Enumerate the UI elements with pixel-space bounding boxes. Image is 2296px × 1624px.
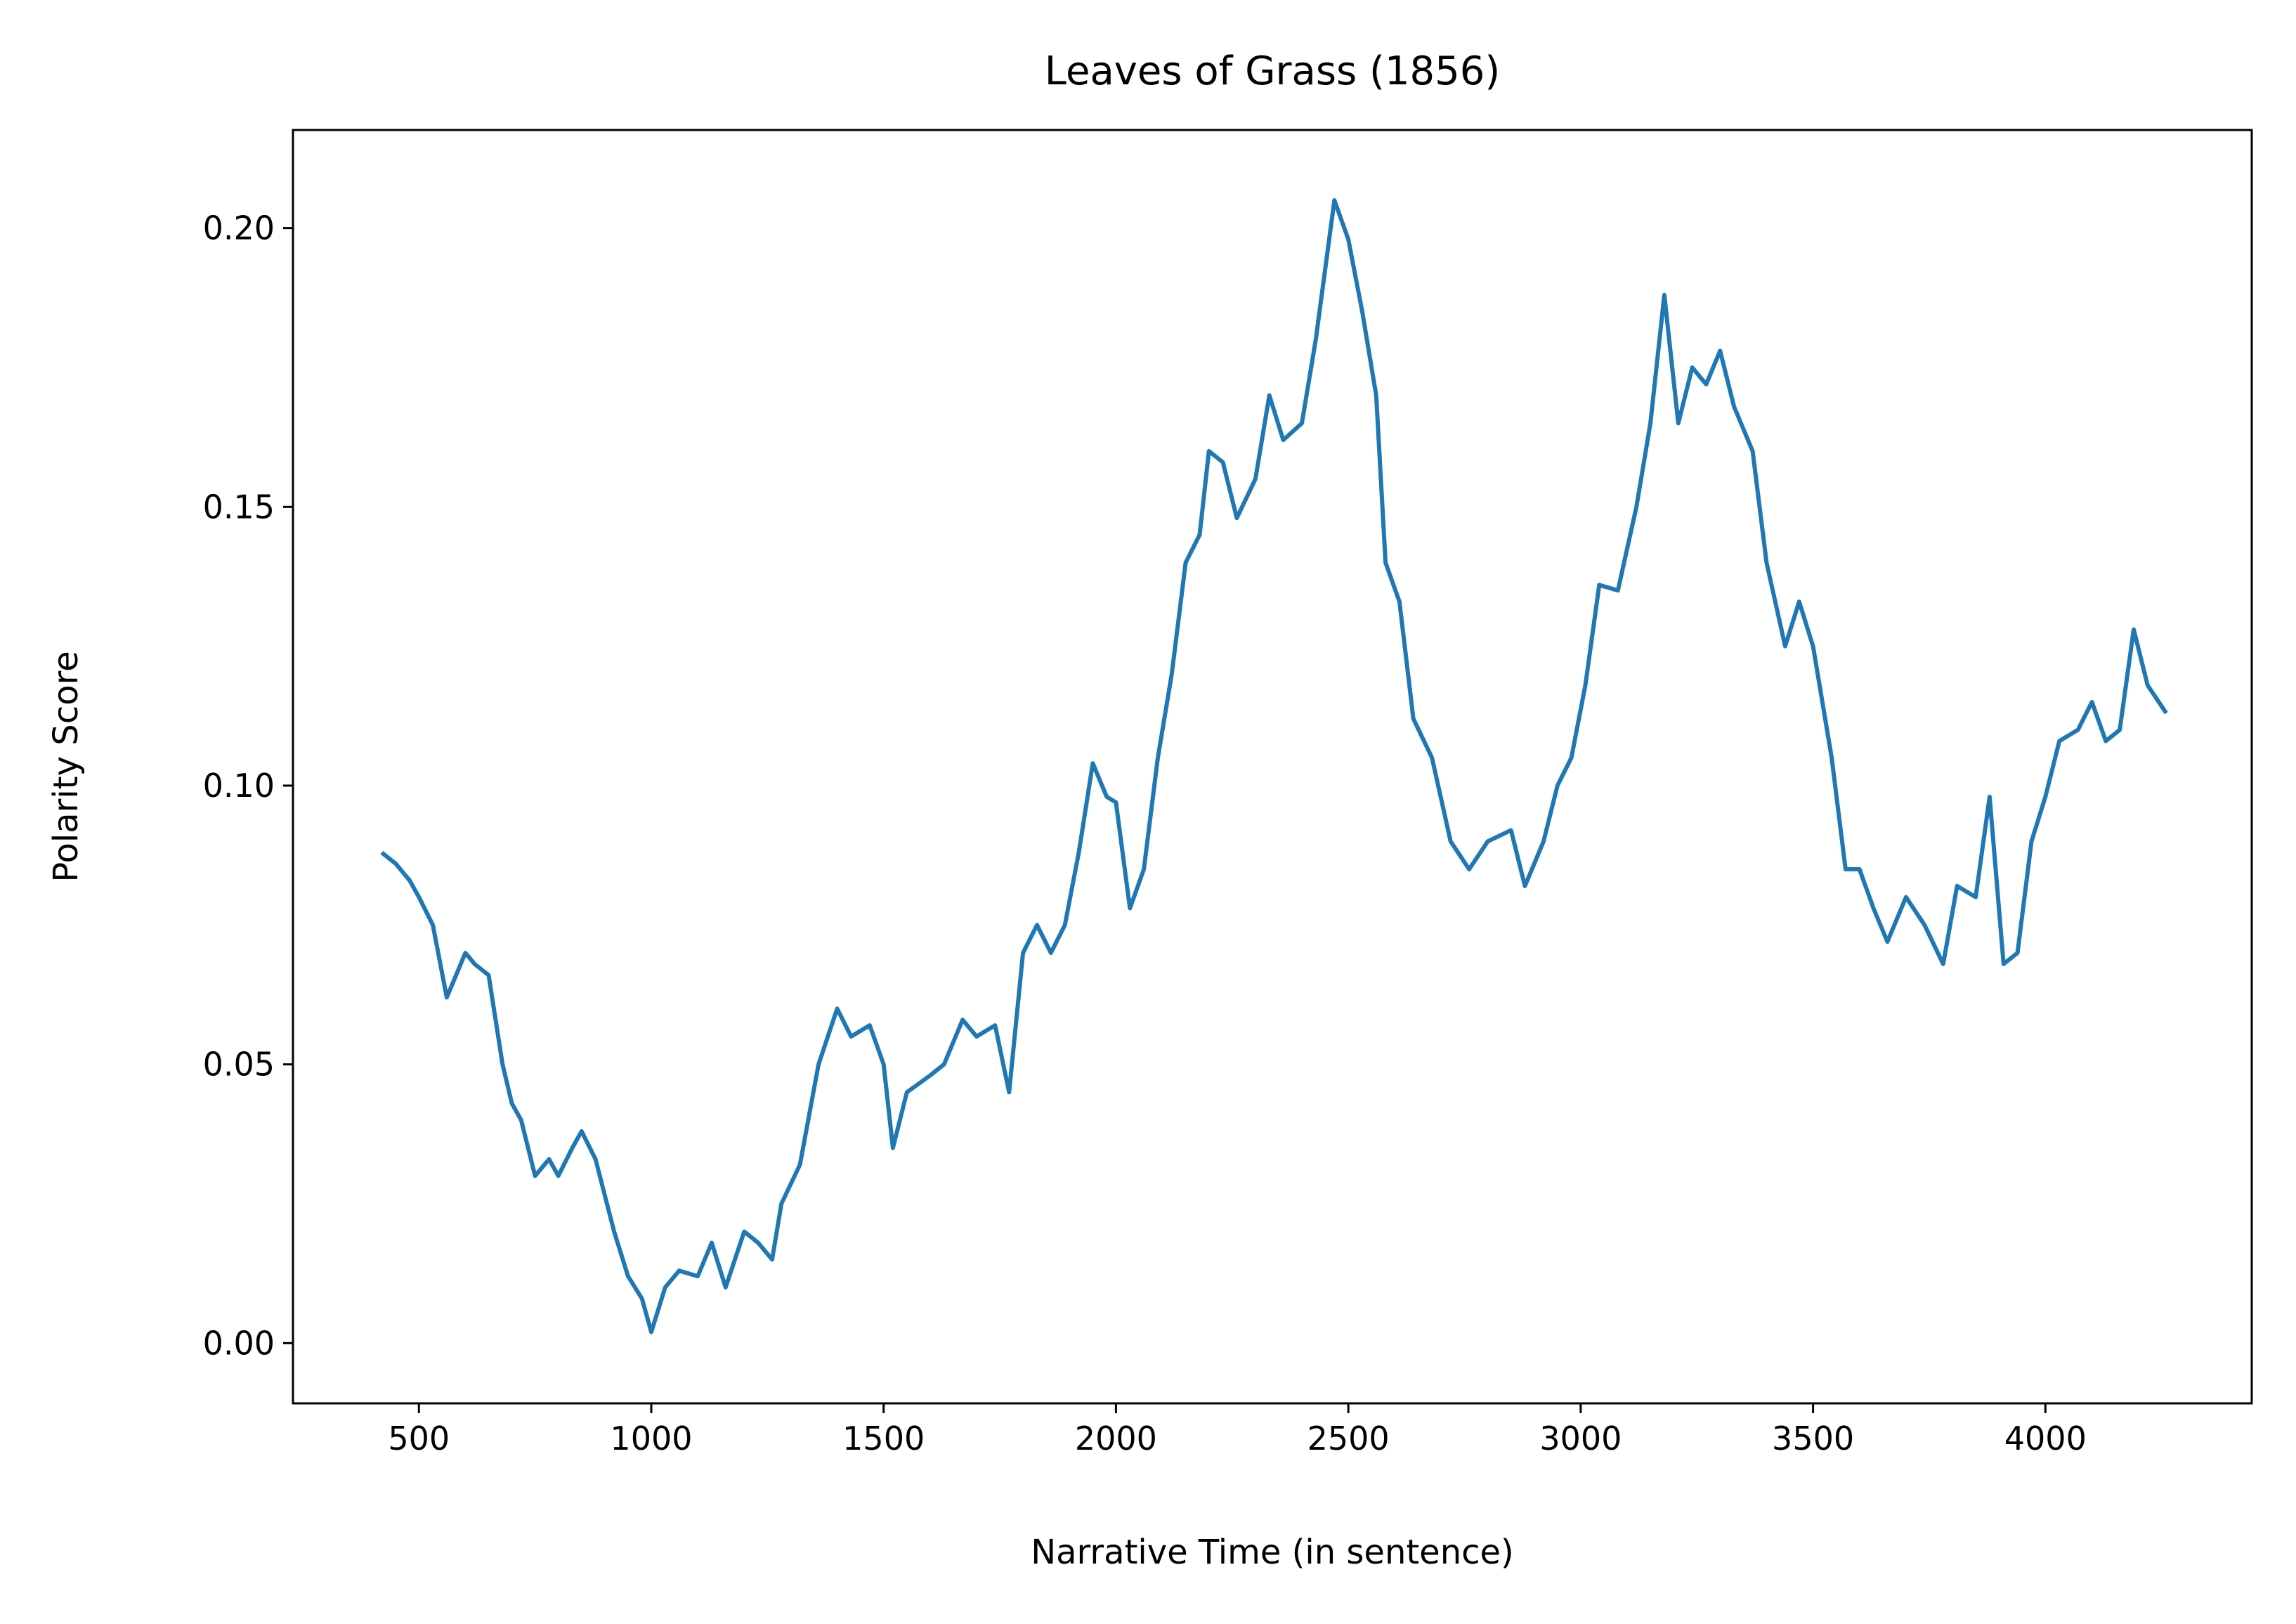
y-tick-label: 0.05 — [203, 1046, 275, 1084]
x-tick-label: 2500 — [1307, 1420, 1390, 1457]
chart-title: Leaves of Grass (1856) — [1045, 48, 1500, 94]
y-axis-label: Polarity Score — [46, 651, 86, 882]
x-axis-label: Narrative Time (in sentence) — [1031, 1533, 1514, 1572]
y-tick-label: 0.15 — [203, 488, 275, 526]
x-tick-label: 1000 — [610, 1420, 692, 1457]
y-tick-label: 0.00 — [203, 1324, 275, 1362]
x-tick-label: 3500 — [1772, 1420, 1854, 1457]
data-line — [380, 198, 2168, 1334]
y-tick-label: 0.10 — [203, 767, 275, 805]
x-tick-label: 1500 — [842, 1420, 925, 1457]
x-tick-label: 500 — [388, 1420, 450, 1457]
x-tick-label: 3000 — [1539, 1420, 1622, 1457]
x-tick-label: 4000 — [2004, 1420, 2087, 1457]
y-tick-label: 0.20 — [203, 209, 275, 247]
x-tick-label: 2000 — [1075, 1420, 1157, 1457]
plot-frame — [292, 129, 2253, 1405]
